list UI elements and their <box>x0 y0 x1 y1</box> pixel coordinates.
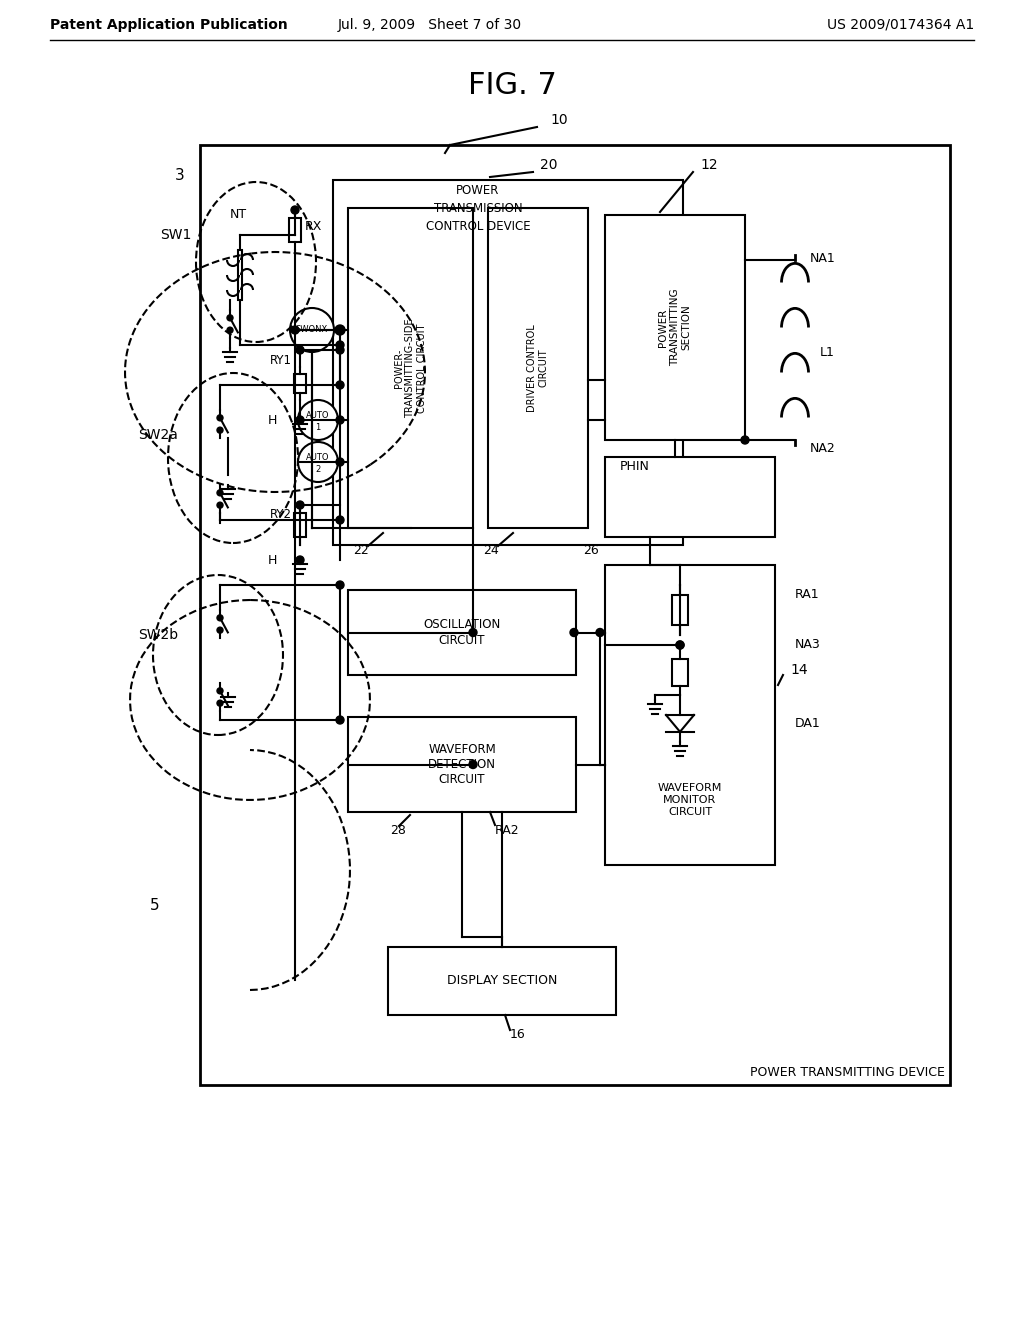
Text: DISPLAY SECTION: DISPLAY SECTION <box>446 974 557 987</box>
Text: POWER: POWER <box>457 183 500 197</box>
Circle shape <box>217 414 223 421</box>
Circle shape <box>296 502 304 510</box>
Text: SWONX: SWONX <box>296 326 328 334</box>
Bar <box>294 374 306 393</box>
Text: SW2b: SW2b <box>138 628 178 642</box>
Text: 10: 10 <box>550 114 567 127</box>
Circle shape <box>227 327 233 333</box>
Circle shape <box>741 436 749 444</box>
Text: DRIVER CONTROL
CIRCUIT: DRIVER CONTROL CIRCUIT <box>527 325 549 412</box>
Circle shape <box>336 581 344 589</box>
Circle shape <box>336 381 344 389</box>
Circle shape <box>217 688 223 694</box>
Text: H: H <box>268 553 278 566</box>
Bar <box>289 218 301 242</box>
Bar <box>605 215 745 440</box>
Bar <box>348 717 575 812</box>
Text: WAVEFORM
MONITOR
CIRCUIT: WAVEFORM MONITOR CIRCUIT <box>657 783 722 817</box>
Text: AUTO: AUTO <box>306 453 330 462</box>
Circle shape <box>217 615 223 620</box>
Circle shape <box>291 206 299 214</box>
Bar <box>200 145 950 1085</box>
Text: RX: RX <box>305 220 323 234</box>
Text: 20: 20 <box>540 158 557 172</box>
Text: L1: L1 <box>820 346 835 359</box>
Circle shape <box>336 341 344 348</box>
Text: 24: 24 <box>483 544 499 557</box>
Text: PHIN: PHIN <box>620 461 650 474</box>
Text: POWER
TRANSMITTING
SECTION: POWER TRANSMITTING SECTION <box>658 289 691 367</box>
Text: Patent Application Publication: Patent Application Publication <box>50 18 288 32</box>
Circle shape <box>217 700 223 706</box>
Circle shape <box>296 556 304 564</box>
Circle shape <box>296 346 304 354</box>
Text: POWER TRANSMITTING DEVICE: POWER TRANSMITTING DEVICE <box>751 1067 945 1080</box>
Text: 16: 16 <box>510 1027 525 1040</box>
Circle shape <box>217 502 223 508</box>
Text: 5: 5 <box>150 898 160 912</box>
Circle shape <box>336 326 344 334</box>
Circle shape <box>296 416 304 424</box>
Circle shape <box>469 628 477 636</box>
Text: H: H <box>268 413 278 426</box>
Text: RA2: RA2 <box>495 824 519 837</box>
Text: SW1: SW1 <box>160 228 191 242</box>
Circle shape <box>217 428 223 433</box>
Text: SW2a: SW2a <box>138 428 178 442</box>
Circle shape <box>596 628 604 636</box>
Bar <box>348 209 473 528</box>
Text: 14: 14 <box>790 663 808 677</box>
Circle shape <box>227 315 233 321</box>
Circle shape <box>336 516 344 524</box>
Bar <box>672 595 688 624</box>
Circle shape <box>570 628 578 636</box>
Circle shape <box>336 416 344 424</box>
Circle shape <box>298 442 338 482</box>
Text: Jul. 9, 2009   Sheet 7 of 30: Jul. 9, 2009 Sheet 7 of 30 <box>338 18 522 32</box>
Bar <box>605 565 775 865</box>
Text: TRANSMISSION: TRANSMISSION <box>434 202 522 214</box>
Bar <box>672 659 688 686</box>
Text: 22: 22 <box>353 544 369 557</box>
Text: RY1: RY1 <box>270 354 292 367</box>
Circle shape <box>336 715 344 723</box>
Circle shape <box>676 642 684 649</box>
Circle shape <box>335 325 345 335</box>
Text: WAVEFORM
DETECTION
CIRCUIT: WAVEFORM DETECTION CIRCUIT <box>428 743 496 785</box>
Bar <box>388 946 616 1015</box>
Bar <box>348 590 575 675</box>
Text: NA1: NA1 <box>810 252 836 264</box>
Text: DA1: DA1 <box>795 717 821 730</box>
Text: RY2: RY2 <box>270 508 292 521</box>
Text: CONTROL DEVICE: CONTROL DEVICE <box>426 219 530 232</box>
Bar <box>294 513 306 537</box>
Text: AUTO: AUTO <box>306 411 330 420</box>
Text: FIG. 7: FIG. 7 <box>468 70 556 99</box>
Circle shape <box>217 490 223 496</box>
Bar <box>333 180 683 545</box>
Text: NT: NT <box>230 209 247 222</box>
Circle shape <box>469 760 477 768</box>
Circle shape <box>336 458 344 466</box>
Text: NA3: NA3 <box>795 639 821 652</box>
Circle shape <box>298 400 338 440</box>
Text: 12: 12 <box>700 158 718 172</box>
Text: US 2009/0174364 A1: US 2009/0174364 A1 <box>826 18 974 32</box>
Circle shape <box>290 308 334 352</box>
Bar <box>488 209 588 528</box>
Text: 1: 1 <box>315 422 321 432</box>
Text: 3: 3 <box>175 168 184 182</box>
Circle shape <box>217 627 223 634</box>
Text: 26: 26 <box>583 544 599 557</box>
Circle shape <box>336 346 344 354</box>
Circle shape <box>291 326 299 334</box>
Text: 2: 2 <box>315 465 321 474</box>
Text: RA1: RA1 <box>795 589 819 602</box>
Text: OSCILLATION
CIRCUIT: OSCILLATION CIRCUIT <box>423 619 501 647</box>
Text: POWER-
TRANSMITTING-SIDE
CONTROL CIRCUIT: POWER- TRANSMITTING-SIDE CONTROL CIRCUIT <box>394 318 427 417</box>
Text: 28: 28 <box>390 824 406 837</box>
Circle shape <box>676 642 684 649</box>
Bar <box>605 457 775 537</box>
Text: NA2: NA2 <box>810 441 836 454</box>
